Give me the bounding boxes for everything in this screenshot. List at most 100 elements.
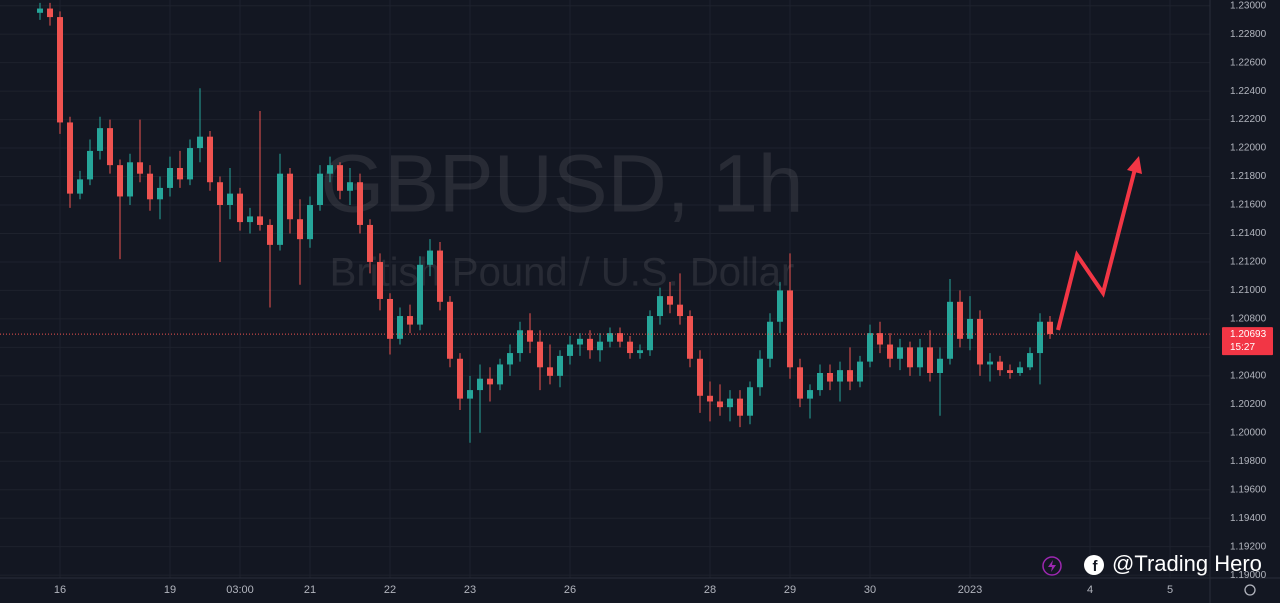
candle-body xyxy=(67,122,73,194)
candle-body xyxy=(587,338,593,351)
y-tick-label: 1.22000 xyxy=(1230,143,1267,154)
candles xyxy=(0,2,1210,443)
candle-body xyxy=(877,333,883,345)
candle-body xyxy=(537,341,543,368)
y-tick-label: 1.21600 xyxy=(1230,200,1267,211)
facebook-f: f xyxy=(1093,558,1099,575)
y-tick-label: 1.21000 xyxy=(1230,285,1267,296)
candle-body xyxy=(287,173,293,220)
candle-body xyxy=(387,298,393,339)
x-tick-label: 16 xyxy=(54,584,66,596)
x-tick-label: 30 xyxy=(864,584,876,596)
candle-body xyxy=(487,378,493,385)
candle-body xyxy=(617,333,623,342)
watermark-subtitle: British Pound / U.S. Dollar xyxy=(330,251,795,295)
candle-body xyxy=(427,250,433,265)
candle-body xyxy=(147,173,153,200)
candle-body xyxy=(797,367,803,399)
candle-body xyxy=(947,301,953,359)
candle-body xyxy=(277,173,283,245)
candle-body xyxy=(897,347,903,359)
candle-body xyxy=(297,219,303,240)
axes: 1.23000 1.22800 1.22600 1.22400 1.22200 1.220… xyxy=(54,0,1273,596)
y-tick-label: 1.21200 xyxy=(1230,257,1267,268)
candle-body xyxy=(567,344,573,356)
candle-body xyxy=(127,162,133,197)
candle-body xyxy=(477,378,483,391)
y-tick-label: 1.23000 xyxy=(1230,0,1267,11)
candle-body xyxy=(577,338,583,345)
candle-body xyxy=(847,370,853,382)
candle-body xyxy=(57,17,63,123)
x-tick-label: 23 xyxy=(464,584,476,596)
countdown-label: 15:27 xyxy=(1230,342,1255,353)
watermark-title: GBPUSD, 1h xyxy=(320,139,803,230)
facebook-icon xyxy=(1084,555,1104,575)
candle-body xyxy=(817,372,823,391)
candle-body xyxy=(687,316,693,359)
candle-body xyxy=(237,193,243,223)
candle-body xyxy=(767,321,773,359)
candle-body xyxy=(197,136,203,149)
candle-body xyxy=(437,250,443,302)
y-tick-label: 1.19600 xyxy=(1230,484,1267,495)
x-tick-label: 19 xyxy=(164,584,176,596)
y-tick-label: 1.22400 xyxy=(1230,86,1267,97)
candle-body xyxy=(747,387,753,416)
candle-body xyxy=(647,316,653,351)
candle-body xyxy=(407,316,413,325)
alert-icon[interactable] xyxy=(1042,556,1062,576)
candle-body xyxy=(657,296,663,317)
candle-body xyxy=(507,353,513,365)
candle-body xyxy=(967,318,973,339)
candle-body xyxy=(597,341,603,351)
candle-body xyxy=(997,361,1003,371)
candle-body xyxy=(187,148,193,180)
candle-body xyxy=(37,8,43,13)
candle-body xyxy=(377,261,383,299)
x-tick-label: 21 xyxy=(304,584,316,596)
x-tick-label: 29 xyxy=(784,584,796,596)
candle-body xyxy=(107,128,113,166)
candle-body xyxy=(867,333,873,362)
candle-body xyxy=(137,162,143,174)
y-tick-label: 1.20000 xyxy=(1230,427,1267,438)
x-tick-label: 22 xyxy=(384,584,396,596)
candle-body xyxy=(97,128,103,151)
y-tick-label: 1.21400 xyxy=(1230,228,1267,239)
last-price-box xyxy=(1222,327,1273,356)
y-tick-label: 1.19800 xyxy=(1230,456,1267,467)
drawn-arrow-head xyxy=(1127,156,1142,174)
candle-body xyxy=(627,341,633,354)
candle-body xyxy=(1027,353,1033,368)
settings-icon[interactable] xyxy=(1244,584,1256,596)
candle-body xyxy=(667,296,673,305)
candle-body xyxy=(447,301,453,359)
candle-body xyxy=(317,173,323,206)
candle-body xyxy=(457,358,463,399)
x-tick-label: 28 xyxy=(704,584,716,596)
candle-body xyxy=(677,304,683,317)
candle-body xyxy=(347,182,353,191)
candle-body xyxy=(327,165,333,174)
y-tick-label: 1.19400 xyxy=(1230,513,1267,524)
candle-body xyxy=(857,361,863,382)
candle-body xyxy=(497,364,503,385)
candle-body xyxy=(887,344,893,359)
candle-body xyxy=(117,165,123,197)
candle-body xyxy=(527,330,533,342)
candle-body xyxy=(87,150,93,180)
candle-body xyxy=(217,182,223,206)
candle-body xyxy=(177,167,183,180)
x-tick-label: 4 xyxy=(1087,584,1093,596)
candle-body xyxy=(257,216,263,225)
candle-body xyxy=(167,167,173,188)
candle-body xyxy=(247,216,253,223)
candle-body xyxy=(557,355,563,376)
candle-body xyxy=(637,350,643,354)
candle-body xyxy=(307,205,313,240)
candle-body xyxy=(367,224,373,262)
y-tick-label: 1.19000 xyxy=(1230,570,1267,581)
